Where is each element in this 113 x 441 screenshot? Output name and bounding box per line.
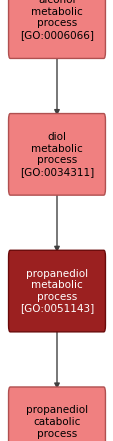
FancyBboxPatch shape: [8, 0, 105, 58]
Text: diol
metabolic
process
[GO:0034311]: diol metabolic process [GO:0034311]: [20, 132, 93, 177]
FancyBboxPatch shape: [8, 387, 105, 441]
Text: propanediol
metabolic
process
[GO:0051143]: propanediol metabolic process [GO:005114…: [20, 269, 93, 314]
Text: alcohol
metabolic
process
[GO:0006066]: alcohol metabolic process [GO:0006066]: [20, 0, 93, 40]
Text: propanediol
catabolic
process
[GO:0051144]: propanediol catabolic process [GO:005114…: [20, 405, 93, 441]
FancyBboxPatch shape: [8, 113, 105, 195]
FancyBboxPatch shape: [8, 250, 105, 332]
